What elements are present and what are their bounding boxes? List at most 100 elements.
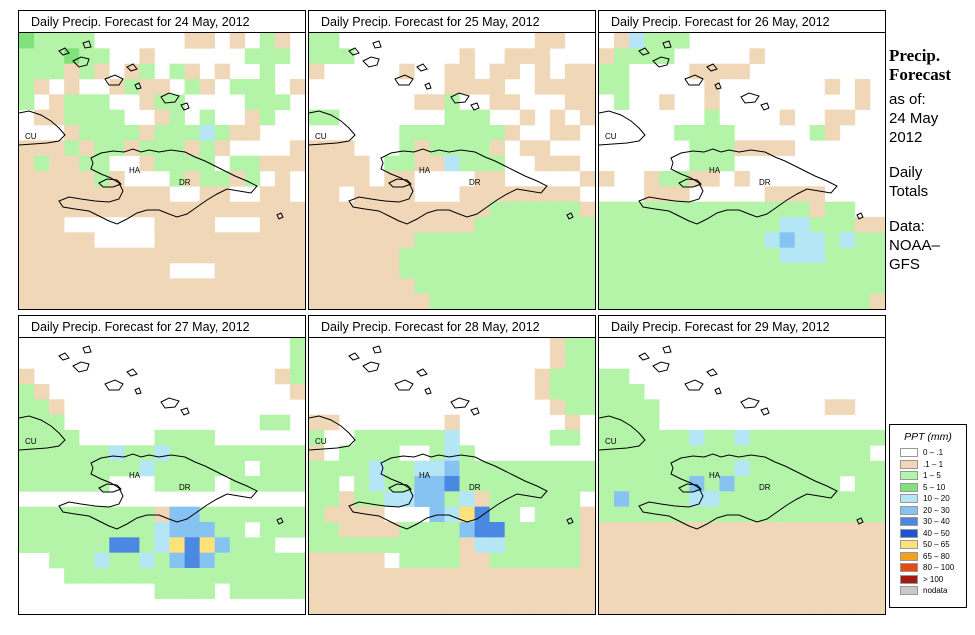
precip-cell [519,48,536,64]
precip-cell [689,63,705,80]
precip-cell [659,33,675,49]
precip-cell [429,140,445,156]
precip-cell [414,94,430,110]
precip-cell [489,217,505,233]
precip-cell [309,278,325,294]
precip-cell [824,263,841,279]
precip-cell [749,476,765,492]
precip-cell [339,140,355,156]
precip-cell [19,414,35,431]
precip-cell [244,201,261,218]
precip-cell [259,63,276,80]
precip-cell [779,217,795,233]
precip-cell [309,430,325,446]
precip-cell [309,460,325,477]
precip-cell [109,109,125,126]
precip-cell [749,460,765,477]
precip-cell [289,338,305,354]
precip-cell [794,506,811,523]
precip-cell [139,445,155,461]
precip-cell [504,476,521,492]
precip-cell [354,460,370,477]
precip-cell [184,155,200,172]
precip-cell [689,491,705,507]
precip-cell [809,522,826,538]
precip-cell [504,278,521,294]
precip-cell [399,171,415,187]
coastline [470,102,480,111]
precip-cell [34,506,50,523]
precip-cell [444,430,460,446]
precip-cell [579,63,595,80]
precip-cell [184,125,200,141]
precip-cell [644,263,660,279]
precip-cell [199,33,215,49]
precip-cell [384,201,400,218]
precip-cell [184,568,200,584]
precip-cell [309,583,325,599]
precip-cell [734,278,750,294]
precip-cell [154,552,170,569]
precip-cell [154,232,170,248]
legend-item: 50 – 65 [890,539,966,551]
precip-cell [124,140,140,156]
precip-cell [869,537,885,553]
precip-cell [154,201,170,218]
precip-cell [824,445,841,461]
precip-cell [354,263,370,279]
precip-cell [49,33,65,49]
precip-cell [399,552,415,569]
precip-cell [399,63,415,80]
precip-cell [459,79,475,95]
precip-cell [489,63,505,80]
side-info: Precip. Forecast as of: 24 May 2012 Dail… [889,46,973,274]
precip-cell [414,491,430,507]
precip-cell [64,155,80,172]
precip-cell [644,460,660,477]
precip-cell [614,430,630,446]
precip-cell [704,263,720,279]
precip-cell [489,506,505,523]
precip-cell [579,460,595,477]
precip-cell [459,460,475,477]
precip-cell [629,476,645,492]
precip-cell [489,598,505,614]
coastline [424,82,432,90]
precip-cell [229,552,246,569]
legend-label: 65 – 80 [923,551,950,561]
precip-cell [489,247,505,264]
precip-cell [749,522,765,538]
precip-cell [599,79,615,95]
precip-cell [749,552,765,569]
precip-cell [474,568,490,584]
precip-cell [474,552,490,569]
precip-cell [549,155,566,172]
precip-cell [444,217,460,233]
precip-cell [689,155,705,172]
precip-cell [689,460,705,477]
precip-cell [199,476,215,492]
precip-cell [519,232,536,248]
precip-cell [184,460,200,477]
precip-cell [229,568,246,584]
precip-cell [549,353,566,369]
panel-title: Daily Precip. Forecast for 26 May, 2012 [599,11,885,33]
precip-cell [34,278,50,294]
precip-cell [564,293,581,309]
precip-cell [124,278,140,294]
precip-cell [704,155,720,172]
coastline [856,212,864,220]
precip-cell [354,445,370,461]
precip-cell [444,491,460,507]
precip-cell [734,598,750,614]
precip-cell [599,201,615,218]
precip-cell [34,263,50,279]
precip-cell [459,278,475,294]
precip-cell [824,583,841,599]
precip-cell [274,460,291,477]
precip-cell [704,125,720,141]
precip-cell [779,247,795,264]
precip-cell [659,537,675,553]
precip-cell [339,568,355,584]
precip-cell [64,293,80,309]
